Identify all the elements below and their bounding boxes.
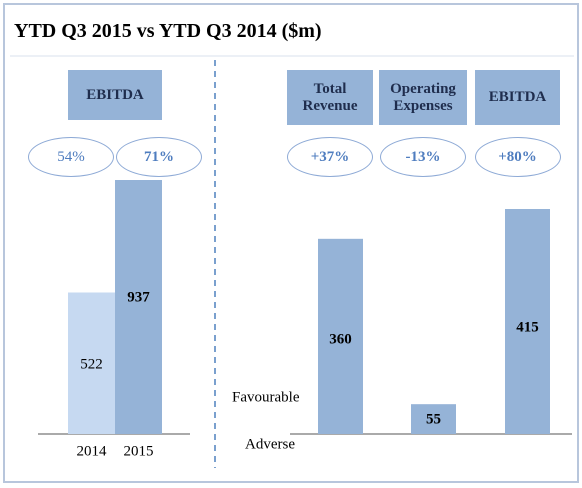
bar-label: 937	[127, 289, 150, 305]
bar-label: 360	[329, 331, 352, 347]
change-badge: 54%	[28, 137, 114, 177]
bar-label: 55	[426, 412, 441, 428]
x-tick-label: 2014	[77, 443, 108, 459]
change-badge: +37%	[287, 137, 373, 177]
bar	[68, 292, 115, 434]
change-badge: 71%	[116, 137, 202, 177]
header: Operating Expenses	[379, 70, 467, 125]
header: EBITDA	[475, 70, 560, 125]
axis-label: Adverse	[245, 436, 295, 452]
header: EBITDA	[68, 70, 162, 120]
bar	[411, 404, 456, 434]
change-badge: +80%	[474, 137, 561, 177]
title: YTD Q3 2015 vs YTD Q3 2014 ($m)	[14, 20, 322, 42]
bar	[115, 180, 162, 434]
change-badge: -13%	[380, 137, 466, 177]
axis-label: Favourable	[232, 389, 300, 405]
header: Total Revenue	[287, 70, 373, 125]
bar	[505, 209, 550, 434]
bar	[318, 238, 363, 434]
x-tick-label: 2015	[124, 443, 154, 459]
bar-label: 415	[516, 319, 539, 335]
bar-label: 522	[80, 356, 103, 372]
